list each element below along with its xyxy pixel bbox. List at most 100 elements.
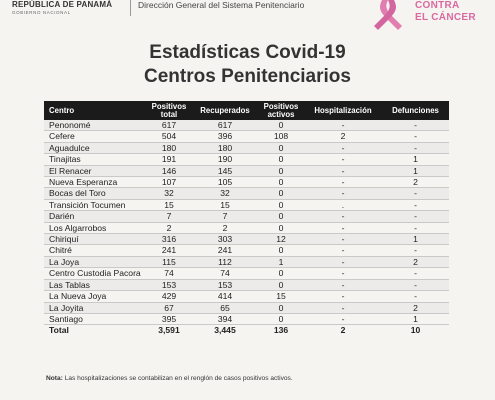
- value-cell: 180: [192, 142, 258, 154]
- table-row: Aguadulce 180 180 0- -: [44, 142, 449, 154]
- value-cell: 395: [146, 313, 192, 325]
- value-cell: 0: [258, 313, 304, 325]
- table-footer: Total 3,591 3,445 136 2 10: [44, 324, 449, 337]
- center-name-cell: Los Algarrobos: [44, 222, 146, 234]
- value-cell: 617: [192, 120, 258, 131]
- value-cell: 15: [258, 290, 304, 302]
- value-cell: 0: [258, 187, 304, 200]
- value-cell: 105: [192, 176, 258, 188]
- value-cell: 145: [192, 165, 258, 177]
- value-cell: .: [304, 199, 382, 211]
- value-cell: 67: [146, 302, 192, 314]
- value-cell: 115: [146, 256, 192, 268]
- value-cell: -: [382, 120, 449, 131]
- value-cell: 153: [192, 279, 258, 291]
- center-name-cell: Transición Tocumen: [44, 199, 146, 211]
- value-cell: -: [382, 187, 449, 200]
- government-name: REPÚBLICA DE PANAMÁ: [12, 0, 113, 9]
- column-header: Defunciones: [392, 105, 439, 115]
- value-cell: -: [382, 210, 449, 223]
- value-cell: -: [382, 290, 449, 302]
- value-cell: 107: [146, 176, 192, 188]
- value-cell: 1: [258, 256, 304, 268]
- value-cell: -: [304, 222, 382, 234]
- center-name-cell: Chitré: [44, 244, 146, 257]
- value-cell: 0: [258, 210, 304, 223]
- column-header: Recuperados: [200, 105, 250, 115]
- value-cell: 0: [258, 279, 304, 291]
- value-cell: -: [304, 244, 382, 257]
- value-cell: 7: [146, 210, 192, 223]
- table-row: La Nueva Joya 429 414 15- -: [44, 290, 449, 302]
- total-value: 3,591: [146, 324, 192, 337]
- table-row: Nueva Esperanza 107 105 0-2: [44, 176, 449, 188]
- page-title: Estadísticas Covid-19: [149, 42, 346, 63]
- value-cell: 0: [258, 267, 304, 280]
- center-name-cell: La Joya: [44, 256, 146, 268]
- value-cell: -: [304, 165, 382, 177]
- value-cell: -: [304, 187, 382, 200]
- table-row: Las Tablas 153 153 0- -: [44, 279, 449, 291]
- value-cell: 0: [258, 176, 304, 188]
- value-cell: 7: [192, 210, 258, 223]
- value-cell: 191: [146, 153, 192, 166]
- value-cell: 2: [382, 176, 449, 188]
- value-cell: 0: [258, 199, 304, 211]
- value-cell: 1: [382, 153, 449, 166]
- total-value: 3,445: [192, 324, 258, 337]
- statistics-table: Centro Positivos total Recuperados Positivo…: [44, 101, 449, 337]
- value-cell: 15: [146, 199, 192, 211]
- value-cell: -: [382, 244, 449, 257]
- value-cell: 0: [258, 153, 304, 166]
- value-cell: 2: [146, 222, 192, 234]
- campaign-line2: EL CÁNCER: [415, 12, 476, 23]
- table-row: Chitré 241 241 0- -: [44, 244, 449, 257]
- table-body: Penonomé 617 617 0- - Cefere 504 396 108 2- Aguadu…: [44, 120, 449, 325]
- value-cell: -: [304, 120, 382, 131]
- table-row: El Renacer 146 145 0-1: [44, 165, 449, 177]
- center-name-cell: Santiago: [44, 313, 146, 325]
- value-cell: 65: [192, 302, 258, 314]
- value-cell: 394: [192, 313, 258, 325]
- center-name-cell: Darién: [44, 210, 146, 223]
- value-cell: 617: [146, 120, 192, 131]
- value-cell: 241: [192, 244, 258, 257]
- value-cell: 1: [382, 233, 449, 245]
- value-cell: 396: [192, 130, 258, 143]
- table-row: Cefere 504 396 108 2-: [44, 130, 449, 143]
- value-cell: 2: [192, 222, 258, 234]
- table-row: Chiriquí 316 303 12-1: [44, 233, 449, 245]
- value-cell: 303: [192, 233, 258, 245]
- value-cell: 504: [146, 130, 192, 143]
- value-cell: 0: [258, 222, 304, 234]
- value-cell: -: [382, 199, 449, 211]
- value-cell: -: [304, 176, 382, 188]
- header-bar: REPÚBLICA DE PANAMÁ GOBIERNO NACIONAL Di…: [0, 0, 495, 30]
- column-header: Centro: [49, 105, 75, 115]
- total-value: 2: [304, 324, 382, 337]
- table-row: Darién 7 7 0- -: [44, 210, 449, 223]
- center-name-cell: Chiriquí: [44, 233, 146, 245]
- table-row: Bocas del Toro 32 32 0- -: [44, 187, 449, 200]
- footnote-label: Nota:: [46, 375, 63, 382]
- center-name-cell: Centro Custodia Pacora: [44, 267, 146, 280]
- footnote: Nota: Las hospitalizaciones se contabili…: [46, 375, 293, 382]
- government-subtitle: GOBIERNO NACIONAL: [12, 10, 71, 15]
- campaign-line1: CONTRA: [415, 0, 460, 11]
- footnote-text: Las hospitalizaciones se contabilizan en…: [64, 375, 293, 382]
- value-cell: 2: [382, 256, 449, 268]
- page-subtitle: Centros Penitenciarios: [144, 66, 351, 87]
- value-cell: -: [382, 142, 449, 154]
- value-cell: -: [304, 267, 382, 280]
- department-name: Dirección General del Sistema Penitencia…: [138, 0, 305, 10]
- value-cell: 190: [192, 153, 258, 166]
- pink-ribbon-icon: [374, 0, 402, 30]
- total-value: 136: [258, 324, 304, 337]
- table-row: Tinajitas 191 190 0-1: [44, 153, 449, 166]
- value-cell: 146: [146, 165, 192, 177]
- value-cell: 241: [146, 244, 192, 257]
- value-cell: -: [304, 142, 382, 154]
- table-row: Los Algarrobos 2 2 0- -: [44, 222, 449, 234]
- value-cell: 32: [192, 187, 258, 200]
- value-cell: 414: [192, 290, 258, 302]
